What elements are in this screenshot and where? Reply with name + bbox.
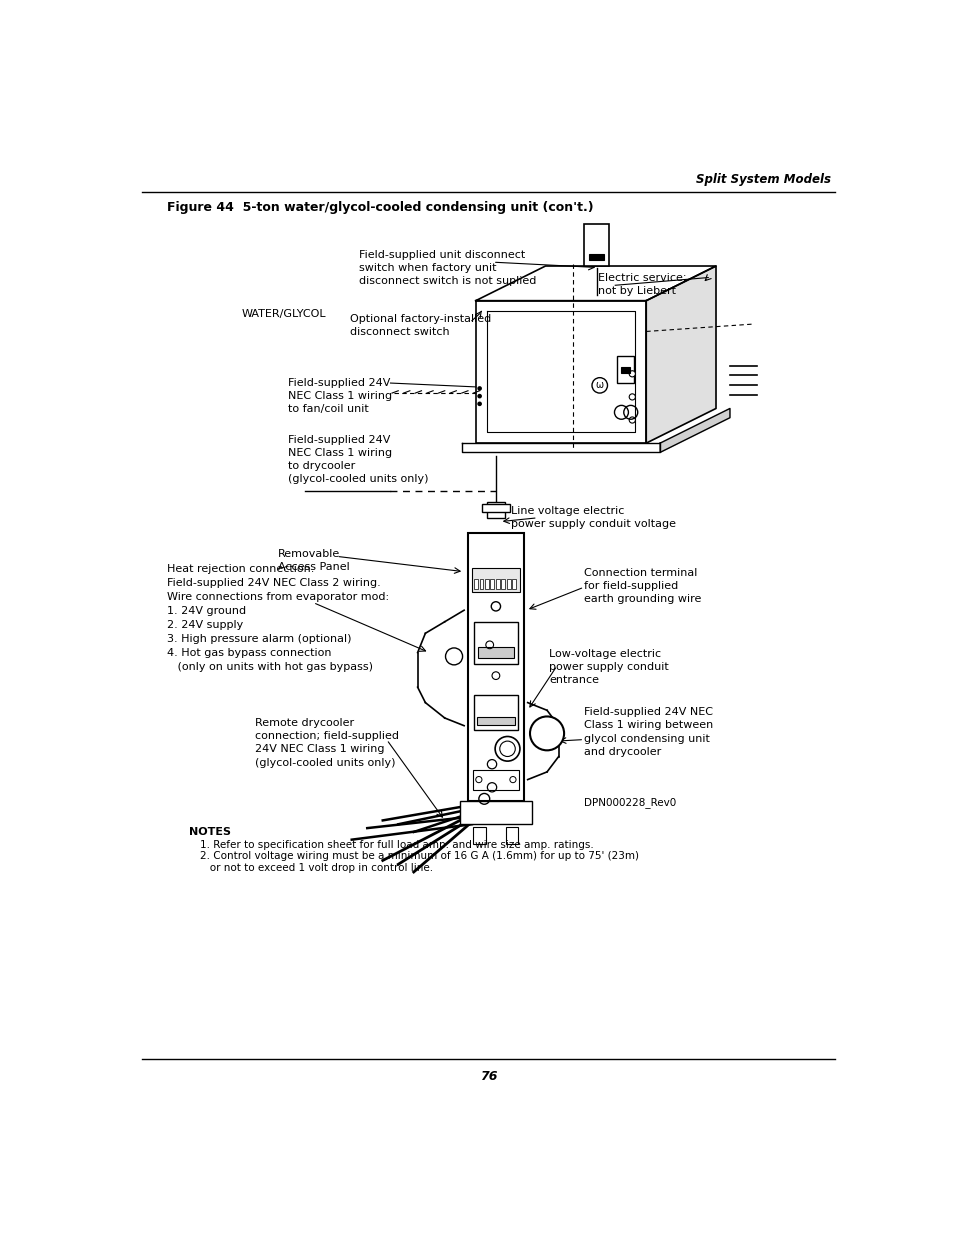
Bar xyxy=(474,579,477,589)
Bar xyxy=(617,356,633,383)
Circle shape xyxy=(476,387,481,390)
Bar xyxy=(476,718,514,725)
Circle shape xyxy=(530,716,563,751)
Text: WATER/GLYCOL: WATER/GLYCOL xyxy=(241,309,326,319)
Text: 2. Control voltage wiring must be a minimum of 16 G A (1.6mm) for up to 75' (23m: 2. Control voltage wiring must be a mini… xyxy=(199,851,639,861)
Bar xyxy=(486,503,505,517)
Bar xyxy=(588,253,604,259)
Text: Field-supplied 24V NEC
Class 1 wiring between
glycol condensing unit
and drycool: Field-supplied 24V NEC Class 1 wiring be… xyxy=(583,708,713,757)
Text: Optional factory-installed
disconnect switch: Optional factory-installed disconnect sw… xyxy=(350,314,491,337)
Text: Line voltage electric
power supply conduit voltage: Line voltage electric power supply condu… xyxy=(510,506,675,530)
Polygon shape xyxy=(476,266,716,300)
Circle shape xyxy=(476,401,481,406)
Text: Split System Models: Split System Models xyxy=(695,173,830,185)
Bar xyxy=(496,579,499,589)
Text: Low-voltage electric
power supply conduit
entrance: Low-voltage electric power supply condui… xyxy=(549,648,668,685)
Bar xyxy=(512,579,516,589)
Text: ω: ω xyxy=(595,380,603,390)
Bar xyxy=(472,771,518,789)
Polygon shape xyxy=(659,409,729,452)
Bar xyxy=(484,579,488,589)
Bar xyxy=(479,579,483,589)
Polygon shape xyxy=(645,266,716,443)
Text: Remote drycooler
connection; field-supplied
24V NEC Class 1 wiring
(glycol-coole: Remote drycooler connection; field-suppl… xyxy=(254,718,398,768)
Bar xyxy=(481,504,509,511)
Bar xyxy=(474,621,517,664)
Text: NOTES: NOTES xyxy=(189,827,231,837)
Text: 1. Refer to specification sheet for full load amp. and wire size amp. ratings.: 1. Refer to specification sheet for full… xyxy=(199,840,593,850)
Bar xyxy=(474,695,517,730)
Bar xyxy=(473,826,485,844)
Circle shape xyxy=(629,370,635,377)
Bar xyxy=(477,647,513,658)
Text: 76: 76 xyxy=(479,1070,497,1083)
Circle shape xyxy=(476,394,481,399)
Circle shape xyxy=(495,736,519,761)
Text: Electric service;
not by Liebert: Electric service; not by Liebert xyxy=(598,273,686,296)
Text: Figure 44  5-ton water/glycol-cooled condensing unit (con't.): Figure 44 5-ton water/glycol-cooled cond… xyxy=(167,201,594,214)
Polygon shape xyxy=(461,443,659,452)
Bar xyxy=(583,224,608,266)
Text: DPN000228_Rev0: DPN000228_Rev0 xyxy=(583,798,676,808)
Bar xyxy=(506,579,510,589)
Bar xyxy=(500,579,505,589)
Text: Connection terminal
for field-supplied
earth grounding wire: Connection terminal for field-supplied e… xyxy=(583,568,700,604)
Text: Field-supplied unit disconnect
switch when factory unit
disconnect switch is not: Field-supplied unit disconnect switch wh… xyxy=(359,249,537,287)
Bar xyxy=(620,367,629,373)
Bar xyxy=(505,826,517,844)
Text: Field-supplied 24V
NEC Class 1 wiring
to drycooler
(glycol-cooled units only): Field-supplied 24V NEC Class 1 wiring to… xyxy=(288,435,428,484)
Bar xyxy=(459,802,531,824)
Text: Removable
Access Panel: Removable Access Panel xyxy=(278,548,350,572)
Text: or not to exceed 1 volt drop in control line.: or not to exceed 1 volt drop in control … xyxy=(199,863,433,873)
Circle shape xyxy=(629,394,635,400)
Circle shape xyxy=(629,417,635,424)
Text: Heat rejection connection.
Field-supplied 24V NEC Class 2 wiring.
Wire connectio: Heat rejection connection. Field-supplie… xyxy=(167,564,389,672)
Bar xyxy=(472,568,519,593)
Text: Field-supplied 24V
NEC Class 1 wiring
to fan/coil unit: Field-supplied 24V NEC Class 1 wiring to… xyxy=(288,378,392,414)
Bar xyxy=(490,579,494,589)
Bar xyxy=(468,534,523,802)
Polygon shape xyxy=(476,300,645,443)
